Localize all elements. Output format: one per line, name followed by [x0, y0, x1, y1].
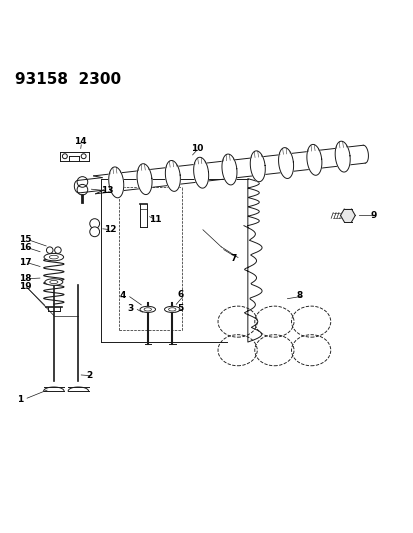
Text: 14: 14 [74, 138, 87, 147]
Circle shape [90, 219, 100, 229]
Polygon shape [250, 151, 265, 182]
Text: 11: 11 [149, 215, 161, 224]
Polygon shape [193, 157, 208, 188]
Text: 4: 4 [120, 290, 126, 300]
Ellipse shape [164, 306, 180, 312]
Text: 1: 1 [17, 395, 23, 403]
Polygon shape [137, 164, 152, 195]
Text: 93158  2300: 93158 2300 [15, 72, 121, 87]
Circle shape [90, 227, 100, 237]
Polygon shape [221, 154, 236, 185]
Polygon shape [335, 141, 349, 172]
Polygon shape [109, 167, 123, 198]
Text: 15: 15 [19, 235, 31, 244]
Text: 13: 13 [100, 187, 113, 196]
Text: 10: 10 [191, 143, 203, 152]
Text: 3: 3 [127, 304, 133, 313]
Ellipse shape [140, 306, 155, 312]
Text: 6: 6 [177, 290, 183, 299]
Text: 5: 5 [177, 304, 183, 313]
Text: 7: 7 [230, 254, 237, 263]
Text: 16: 16 [19, 243, 31, 252]
Polygon shape [306, 144, 321, 175]
Ellipse shape [45, 279, 63, 285]
Text: 9: 9 [370, 211, 376, 220]
Text: 12: 12 [103, 225, 116, 234]
Text: 18: 18 [19, 274, 31, 283]
Text: 19: 19 [19, 282, 32, 292]
Circle shape [46, 247, 53, 253]
Polygon shape [340, 209, 354, 222]
Text: 2: 2 [86, 372, 93, 381]
Text: 8: 8 [296, 292, 302, 301]
Polygon shape [165, 160, 180, 191]
Text: 17: 17 [19, 258, 32, 267]
Polygon shape [278, 148, 293, 179]
Circle shape [55, 247, 61, 253]
Ellipse shape [44, 253, 64, 261]
